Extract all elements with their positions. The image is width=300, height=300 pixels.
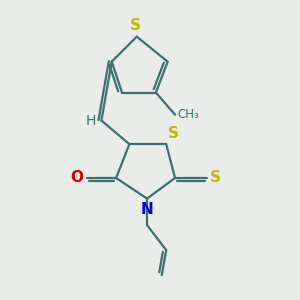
Text: N: N	[141, 202, 153, 217]
Text: O: O	[70, 170, 83, 185]
Text: S: S	[210, 170, 221, 185]
Text: H: H	[86, 114, 96, 128]
Text: S: S	[168, 126, 179, 141]
Text: S: S	[130, 18, 141, 33]
Text: CH₃: CH₃	[177, 108, 199, 121]
